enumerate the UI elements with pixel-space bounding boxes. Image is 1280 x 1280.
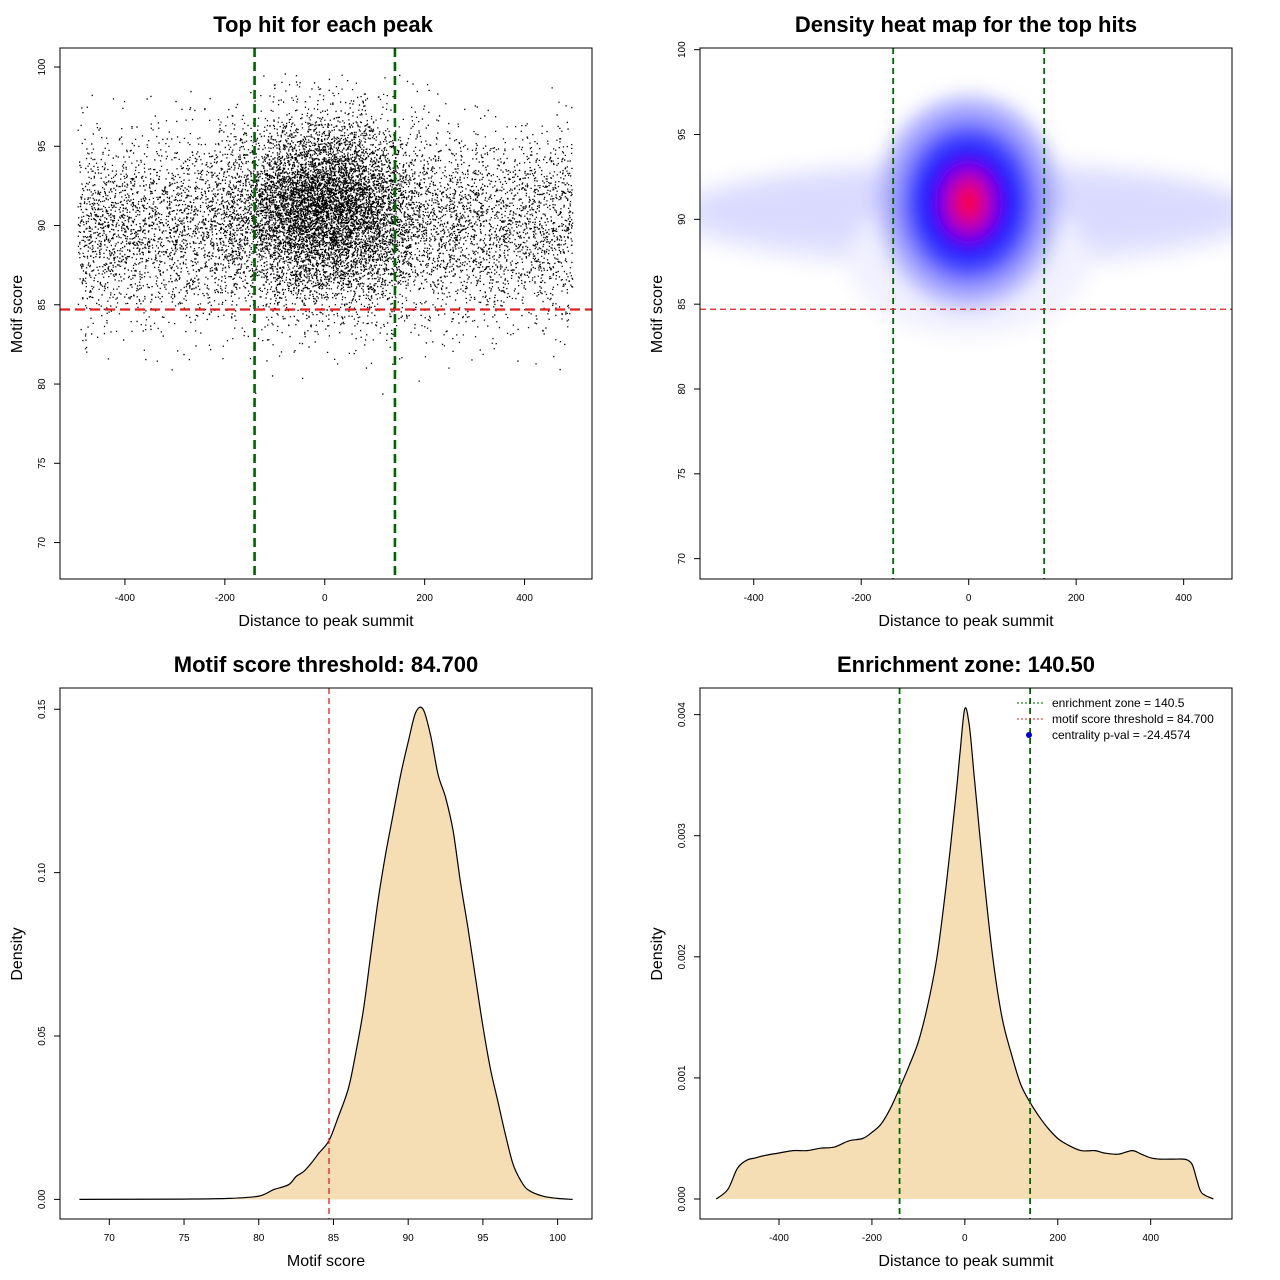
scatter-x-label: Distance to peak summit (238, 613, 414, 630)
x-tick-label: 0 (962, 1233, 968, 1244)
legend-pval-marker (1026, 732, 1032, 738)
distance-density-reference-lines (898, 688, 1032, 1219)
y-tick-label: 0.004 (677, 702, 688, 727)
y-tick-label: 0.001 (677, 1065, 688, 1090)
y-tick-label: 70 (677, 553, 688, 565)
x-tick-label: -400 (744, 593, 764, 604)
distance-density-title: Enrichment zone: 140.50 (837, 652, 1095, 677)
distance-density-y-axis: 0.000 0.001 0.002 0.003 0.004 (677, 702, 700, 1212)
x-tick-label: -400 (115, 593, 135, 604)
y-tick-label: 95 (677, 129, 688, 141)
y-tick-label: 80 (37, 378, 48, 390)
x-tick-label: 200 (1068, 593, 1085, 604)
x-tick-label: 75 (178, 1233, 190, 1244)
panel-scatter: Top hit for each peak -400 -200 0 200 400 70… (9, 12, 593, 630)
scatter-reference-lines (60, 48, 592, 579)
distance-density-plot-frame (699, 687, 1233, 1220)
x-tick-label: -200 (215, 593, 235, 604)
distance-density-area (715, 707, 1214, 1200)
x-tick-label: -200 (851, 593, 871, 604)
score-density-plot-frame (59, 687, 593, 1220)
scatter-y-axis: 70 75 80 85 90 95 100 (37, 58, 60, 548)
y-tick-label: 100 (37, 58, 48, 75)
x-tick-label: 400 (1175, 593, 1192, 604)
score-density-y-label: Density (9, 927, 26, 980)
density-curve (715, 707, 1214, 1200)
scatter-plot-frame (59, 47, 593, 580)
x-tick-label: 0 (966, 593, 972, 604)
y-tick-label: 0.05 (37, 1026, 48, 1046)
distance-density-x-label: Distance to peak summit (878, 1253, 1054, 1270)
panel-score-density: Motif score threshold: 84.700 70 75 80 85 90… (9, 652, 593, 1270)
x-tick-label: 80 (253, 1233, 265, 1244)
y-tick-label: 85 (677, 298, 688, 310)
y-tick-label: 0.00 (37, 1189, 48, 1209)
heatmap-blobs (700, 97, 1232, 337)
y-tick-label: 0.000 (677, 1186, 688, 1211)
y-tick-label: 85 (37, 299, 48, 311)
heatmap-y-label: Motif score (649, 275, 666, 353)
x-tick-label: 400 (516, 593, 533, 604)
distance-density-y-label: Density (649, 927, 666, 980)
heatmap-x-axis: -400 -200 0 200 400 (744, 579, 1192, 604)
y-tick-label: 75 (37, 457, 48, 469)
y-tick-label: 0.15 (37, 699, 48, 719)
x-tick-label: -400 (769, 1233, 789, 1244)
x-tick-label: 0 (322, 593, 328, 604)
density-curve (79, 706, 573, 1200)
density-peak-red (953, 180, 984, 225)
x-tick-label: 85 (328, 1233, 340, 1244)
density-fill (716, 707, 1214, 1199)
y-tick-label: 90 (677, 213, 688, 225)
legend: enrichment zone = 140.5 motif score thre… (1017, 696, 1214, 742)
y-tick-label: 70 (37, 537, 48, 549)
scatter-point-cloud (77, 73, 574, 395)
scatter-points (77, 73, 574, 395)
x-tick-label: 100 (549, 1233, 566, 1244)
y-tick-label: 95 (37, 140, 48, 152)
heatmap-plot-frame (699, 47, 1233, 580)
heatmap-x-label: Distance to peak summit (878, 613, 1054, 630)
heatmap-reference-lines (700, 48, 1232, 579)
x-tick-label: -200 (862, 1233, 882, 1244)
panel-distance-density: Enrichment zone: 140.50 -400 -200 0 200 400 … (649, 652, 1233, 1270)
heatmap-y-axis: 70 75 80 85 90 95 100 (677, 41, 700, 564)
score-density-area (79, 706, 573, 1200)
x-tick-label: 90 (403, 1233, 415, 1244)
x-tick-label: 200 (416, 593, 433, 604)
y-tick-label: 0.003 (677, 823, 688, 848)
legend-threshold-label: motif score threshold = 84.700 (1052, 712, 1214, 726)
y-tick-label: 100 (677, 41, 688, 58)
score-density-x-label: Motif score (287, 1253, 365, 1270)
scatter-title: Top hit for each peak (213, 12, 433, 37)
y-tick-label: 80 (677, 383, 688, 395)
x-tick-label: 70 (104, 1233, 116, 1244)
score-density-x-axis: 70 75 80 85 90 95 100 (104, 1219, 566, 1244)
x-tick-label: 400 (1142, 1233, 1159, 1244)
panel-heatmap: Density heat map for the top hits -400 -2… (649, 12, 1233, 630)
heatmap-density (700, 97, 1232, 337)
density-fill (79, 707, 573, 1200)
legend-enrichment-label: enrichment zone = 140.5 (1052, 696, 1185, 710)
y-tick-label: 0.10 (37, 862, 48, 882)
distance-density-x-axis: -400 -200 0 200 400 (769, 1219, 1159, 1244)
scatter-y-label: Motif score (9, 275, 26, 353)
y-tick-label: 75 (677, 468, 688, 480)
x-tick-label: 95 (477, 1233, 489, 1244)
score-density-y-axis: 0.00 0.05 0.10 0.15 (37, 699, 60, 1209)
x-tick-label: 200 (1049, 1233, 1066, 1244)
heatmap-title: Density heat map for the top hits (795, 12, 1137, 37)
scatter-x-axis: -400 -200 0 200 400 (115, 579, 533, 604)
score-density-title: Motif score threshold: 84.700 (174, 652, 478, 677)
y-tick-label: 90 (37, 220, 48, 232)
y-tick-label: 0.002 (677, 944, 688, 969)
legend-pval-label: centrality p-val = -24.4574 (1052, 728, 1191, 742)
